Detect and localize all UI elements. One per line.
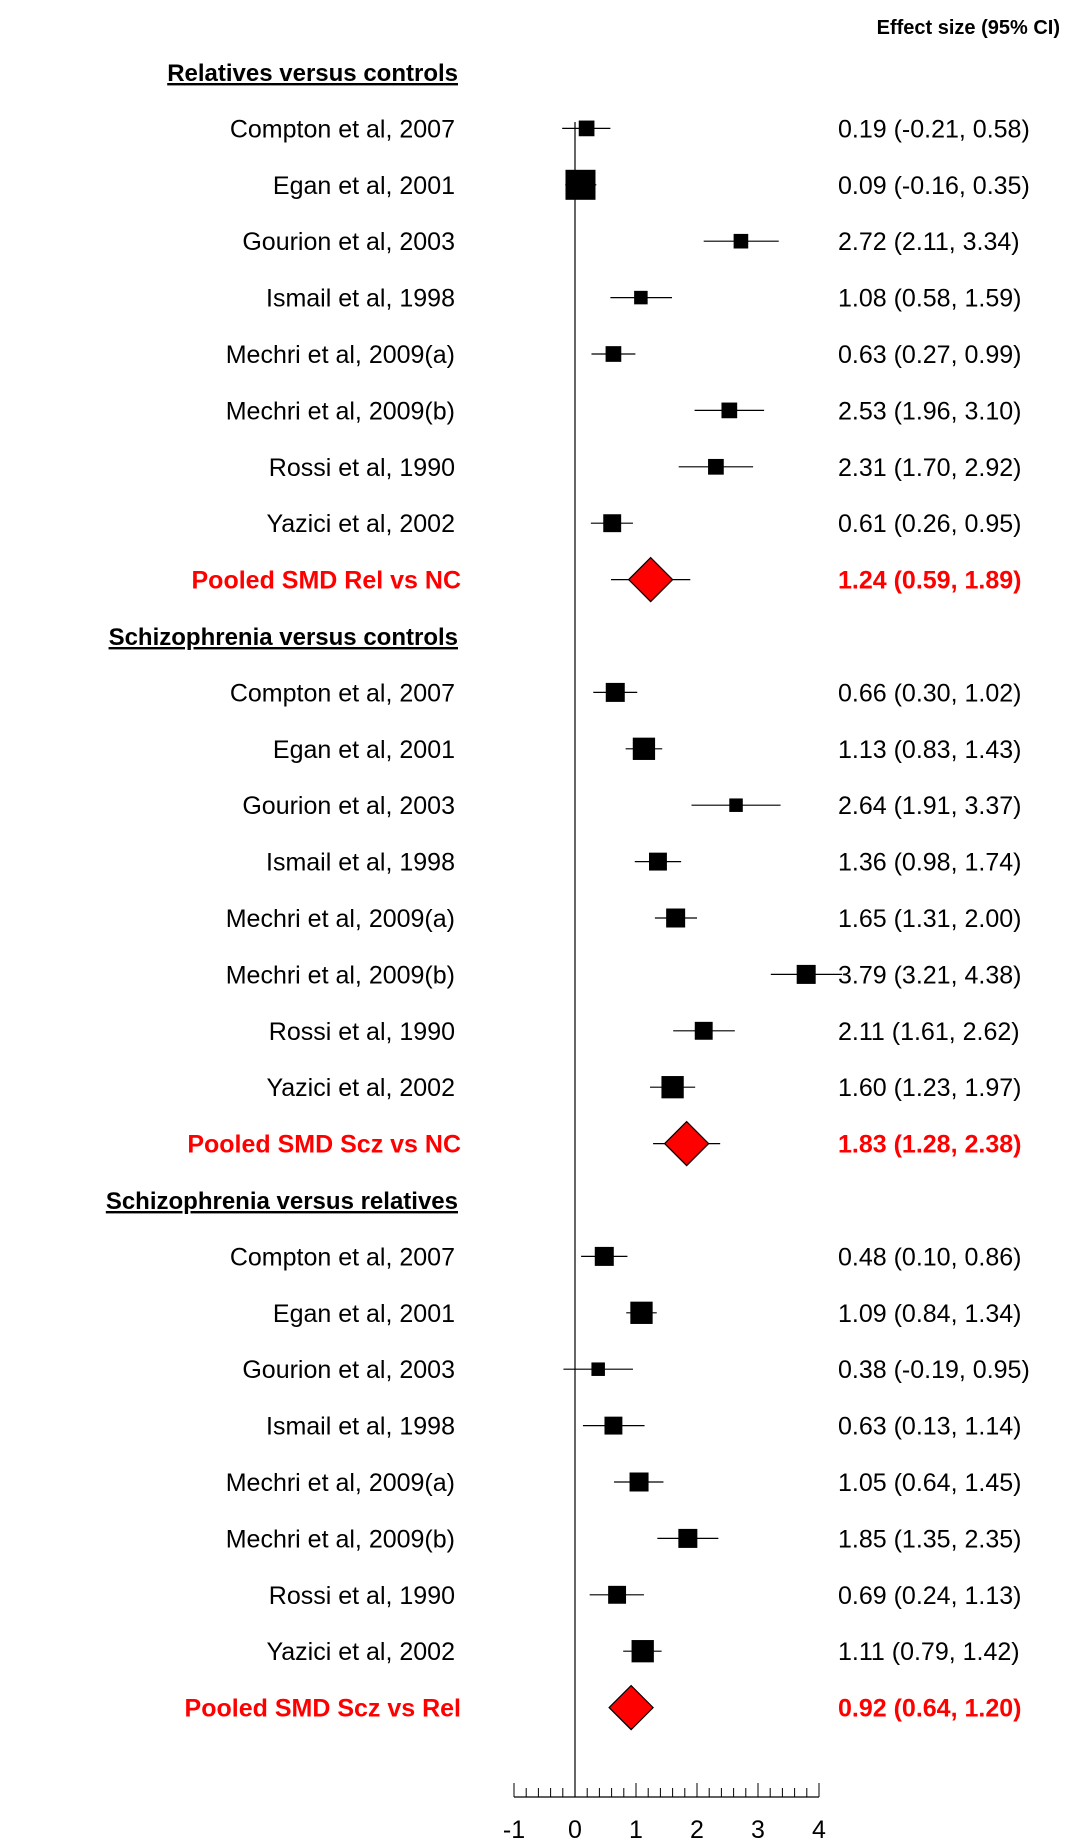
effect-marker [678, 1528, 698, 1548]
tick-label: -1 [503, 1816, 525, 1844]
ci-text: 0.48 (0.10, 0.86) [838, 1243, 1021, 1271]
pooled-label: Pooled SMD Scz vs Rel [185, 1695, 461, 1723]
effect-marker [666, 908, 686, 928]
effect-marker [632, 737, 656, 760]
study-label: Yazici et al, 2002 [266, 1638, 455, 1666]
ci-text: 1.11 (0.79, 1.42) [838, 1638, 1020, 1666]
effect-marker [631, 1640, 654, 1663]
ci-text: 0.69 (0.24, 1.13) [838, 1582, 1021, 1610]
ci-text: 2.64 (1.91, 3.37) [838, 792, 1021, 820]
study-label: Ismail et al, 1998 [266, 285, 455, 313]
effect-marker [649, 852, 667, 871]
tick-label: 0 [568, 1816, 582, 1844]
study-label: Compton et al, 2007 [230, 115, 455, 143]
ci-text: 1.05 (0.64, 1.45) [838, 1469, 1021, 1497]
study-label: Mechri et al, 2009(b) [226, 1525, 455, 1553]
effect-marker [733, 233, 749, 249]
study-label: Mechri et al, 2009(a) [226, 1469, 455, 1497]
study-label: Yazici et al, 2002 [266, 510, 455, 538]
effect-marker [629, 1472, 649, 1492]
ci-text: 1.85 (1.35, 2.35) [838, 1525, 1021, 1553]
study-label: Mechri et al, 2009(a) [226, 341, 455, 369]
study-label: Ismail et al, 1998 [266, 1413, 455, 1441]
effect-marker [578, 120, 595, 137]
study-label: Compton et al, 2007 [230, 1243, 455, 1271]
ci-text: 0.61 (0.26, 0.95) [838, 510, 1021, 538]
effect-marker [729, 798, 743, 812]
effect-marker [661, 1076, 684, 1099]
pooled-diamond [627, 556, 674, 603]
pooled-label: Pooled SMD Rel vs NC [192, 567, 462, 595]
effect-marker [634, 290, 648, 305]
effect-marker [796, 964, 816, 984]
group-title: Schizophrenia versus relatives [106, 1188, 458, 1215]
effect-marker [605, 682, 625, 702]
pooled-diamond [608, 1684, 654, 1731]
ci-text: 0.09 (-0.16, 0.35) [838, 172, 1030, 200]
study-label: Egan et al, 2001 [273, 736, 455, 764]
ci-text: 0.66 (0.30, 1.02) [838, 679, 1021, 707]
effect-marker [603, 514, 622, 533]
group-2: Schizophrenia versus controls Compton et … [109, 624, 1021, 1167]
ci-text: 2.53 (1.96, 3.10) [838, 397, 1021, 425]
study-label: Ismail et al, 1998 [266, 849, 455, 877]
tick-label: 4 [812, 1816, 826, 1844]
ci-text: 1.60 (1.23, 1.97) [838, 1074, 1021, 1102]
study-label: Gourion et al, 2003 [242, 228, 455, 256]
pooled-ci-text: 1.24 (0.59, 1.89) [838, 567, 1021, 595]
effect-marker [608, 1585, 627, 1604]
effect-marker [630, 1301, 653, 1324]
tick-label: 3 [751, 1816, 765, 1844]
pooled-ci-text: 0.92 (0.64, 1.20) [838, 1695, 1021, 1723]
ci-text: 2.31 (1.70, 2.92) [838, 454, 1021, 482]
ci-text: 1.08 (0.58, 1.59) [838, 285, 1021, 313]
study-label: Rossi et al, 1990 [269, 454, 455, 482]
ci-text: 0.63 (0.27, 0.99) [838, 341, 1021, 369]
group-title: Schizophrenia versus controls [109, 624, 458, 651]
pooled-ci-text: 1.83 (1.28, 2.38) [838, 1131, 1021, 1159]
study-label: Mechri et al, 2009(b) [226, 397, 455, 425]
study-label: Egan et al, 2001 [273, 1300, 455, 1328]
pooled-label: Pooled SMD Scz vs NC [187, 1131, 461, 1159]
effect-size-header: Effect size (95% CI) [877, 17, 1060, 39]
x-axis: -1 0 1 2 3 4 [503, 122, 826, 1844]
study-label: Mechri et al, 2009(b) [226, 961, 455, 989]
effect-marker [721, 402, 738, 419]
tick-label: 1 [629, 1816, 643, 1844]
ci-text: 0.19 (-0.21, 0.58) [838, 115, 1030, 143]
ci-text: 1.09 (0.84, 1.34) [838, 1300, 1021, 1328]
effect-marker [605, 346, 622, 362]
pooled-diamond [663, 1120, 710, 1167]
ci-text: 3.79 (3.21, 4.38) [838, 961, 1021, 989]
effect-marker [604, 1416, 623, 1435]
effect-marker [565, 169, 596, 200]
group-title: Relatives versus controls [167, 60, 458, 87]
ci-text: 2.72 (2.11, 3.34) [838, 228, 1020, 256]
study-label: Compton et al, 2007 [230, 679, 455, 707]
ci-text: 0.63 (0.13, 1.14) [838, 1413, 1021, 1441]
study-label: Egan et al, 2001 [273, 172, 455, 200]
study-label: Gourion et al, 2003 [242, 792, 455, 820]
study-label: Yazici et al, 2002 [266, 1074, 455, 1102]
effect-marker [594, 1246, 614, 1266]
ci-text: 1.36 (0.98, 1.74) [838, 849, 1021, 877]
ci-text: 1.65 (1.31, 2.00) [838, 905, 1021, 933]
tick-label: 2 [690, 1816, 704, 1844]
study-label: Rossi et al, 1990 [269, 1582, 455, 1610]
effect-marker [591, 1362, 605, 1376]
effect-marker [694, 1021, 713, 1040]
ci-text: 2.11 (1.61, 2.62) [838, 1018, 1020, 1046]
study-label: Gourion et al, 2003 [242, 1356, 455, 1384]
ci-text: 0.38 (-0.19, 0.95) [838, 1356, 1030, 1384]
effect-marker [708, 458, 724, 475]
group-1: Relatives versus controls Compton et al, … [167, 60, 1030, 603]
study-label: Rossi et al, 1990 [269, 1018, 455, 1046]
ci-text: 1.13 (0.83, 1.43) [838, 736, 1021, 764]
study-label: Mechri et al, 2009(a) [226, 905, 455, 933]
group-3: Schizophrenia versus relatives Compton et… [106, 1188, 1030, 1731]
forest-rows: Relatives versus controls Compton et al, … [106, 60, 1030, 1731]
